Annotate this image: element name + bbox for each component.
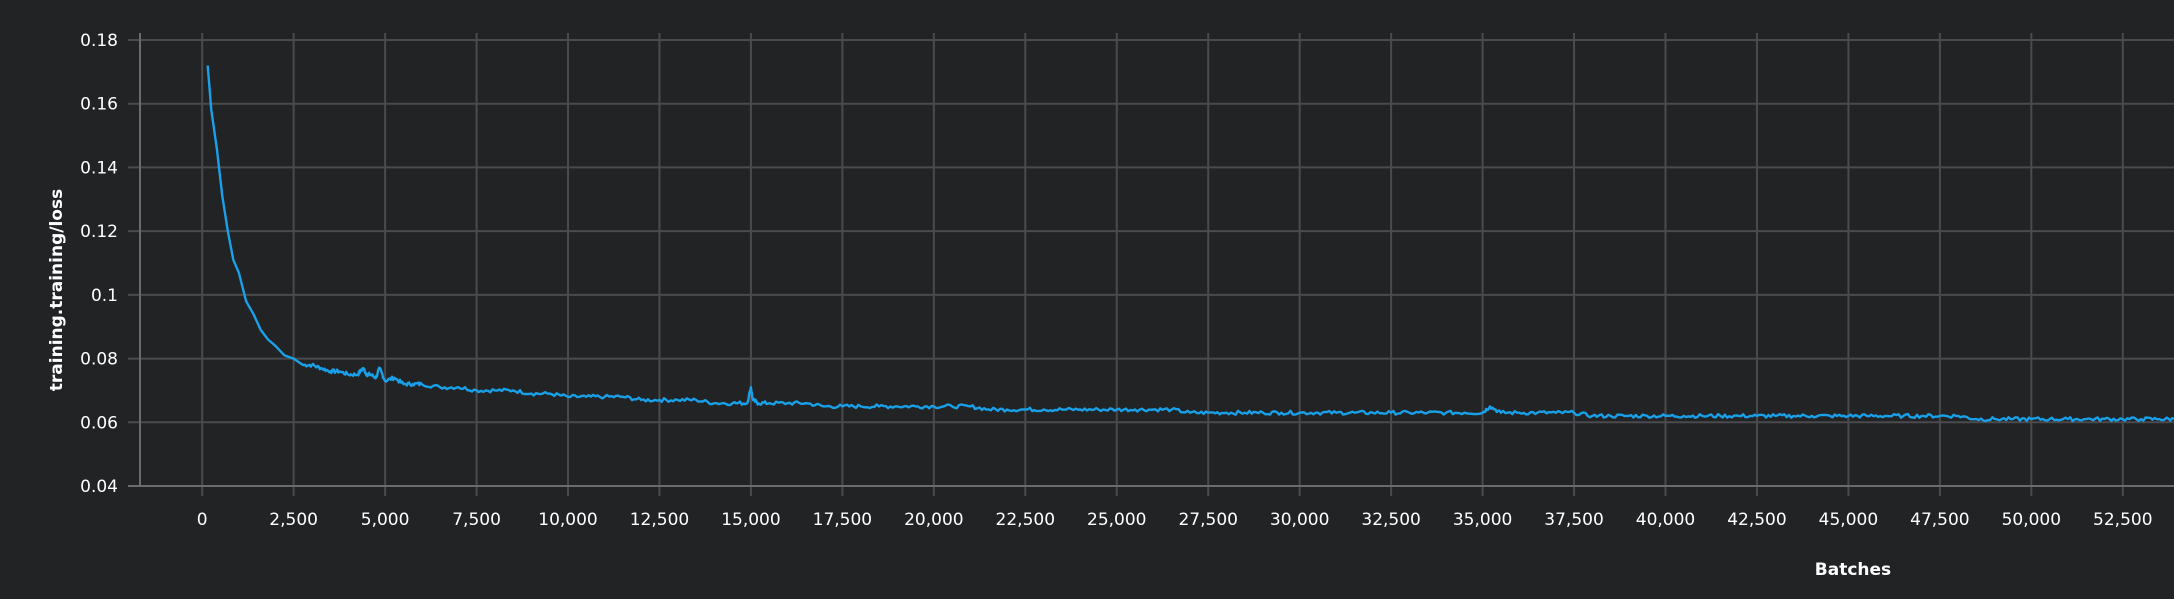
x-tick-label: 7,500	[452, 510, 501, 530]
x-axis-title: Batches	[1815, 560, 1891, 580]
y-tick-label: 0.08	[80, 350, 118, 370]
x-tick-label: 42,500	[1727, 510, 1786, 530]
x-tick-label: 35,000	[1453, 510, 1512, 530]
axes	[128, 33, 2174, 487]
x-tick-label: 0	[197, 510, 208, 530]
x-tick-label: 25,000	[1087, 510, 1146, 530]
y-tick-label: 0.16	[80, 95, 118, 115]
x-tick-label: 52,500	[2093, 510, 2152, 530]
grid	[128, 33, 2174, 496]
x-tick-label: 30,000	[1270, 510, 1329, 530]
y-tick-label: 0.04	[80, 477, 118, 497]
x-tick-label: 12,500	[630, 510, 689, 530]
y-tick-label: 0.1	[91, 286, 118, 306]
x-tick-label: 32,500	[1361, 510, 1420, 530]
x-tick-label: 17,500	[813, 510, 872, 530]
x-tick-label: 5,000	[361, 510, 410, 530]
x-tick-label: 47,500	[1910, 510, 1969, 530]
series	[206, 65, 2174, 423]
x-tick-label: 50,000	[2002, 510, 2061, 530]
x-tick-label: 15,000	[721, 510, 780, 530]
loss-series-line	[206, 65, 2174, 423]
x-tick-label: 37,500	[1544, 510, 1603, 530]
y-axis-title: training.training/loss	[47, 189, 67, 391]
y-tick-label: 0.06	[80, 413, 118, 433]
x-tick-label: 20,000	[904, 510, 963, 530]
y-tick-label: 0.12	[80, 222, 118, 242]
x-tick-label: 45,000	[1819, 510, 1878, 530]
x-tick-labels: 0 2,500 5,000 7,500 10,000 12,500 15,000 17,500…	[197, 510, 2153, 530]
y-tick-labels: 0.04 0.06 0.08 0.1 0.12 0.14 0.16 0.18	[80, 31, 118, 497]
y-tick-label: 0.18	[80, 31, 118, 51]
x-tick-label: 27,500	[1178, 510, 1237, 530]
x-tick-label: 40,000	[1636, 510, 1695, 530]
x-tick-label: 22,500	[996, 510, 1055, 530]
x-tick-label: 2,500	[269, 510, 318, 530]
x-tick-label: 10,000	[538, 510, 597, 530]
y-tick-label: 0.14	[80, 158, 118, 178]
